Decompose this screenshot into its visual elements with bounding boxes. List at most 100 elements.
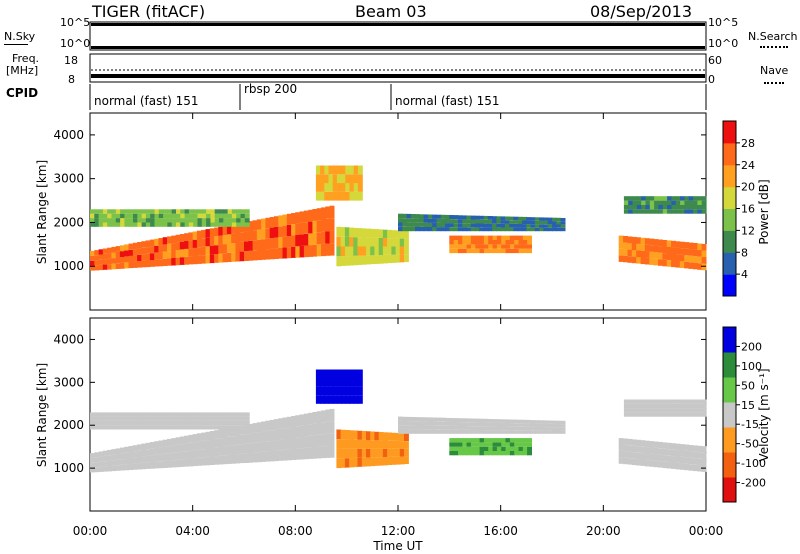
echo-cell xyxy=(90,453,95,458)
echo-cell xyxy=(658,259,663,266)
echo-cell xyxy=(222,225,228,235)
echo-cell xyxy=(357,430,363,440)
echo-cell xyxy=(623,403,629,409)
echo-cell xyxy=(171,452,177,460)
echo-cell xyxy=(171,222,177,227)
echo-cell xyxy=(662,196,668,201)
echo-cell xyxy=(688,255,694,263)
echo-cell xyxy=(329,421,335,434)
echo-cell xyxy=(141,241,147,248)
echo-cell xyxy=(500,419,506,423)
echo-cell xyxy=(671,412,677,417)
echo-cell xyxy=(107,264,112,270)
echo-cell xyxy=(111,416,117,421)
echo-cell xyxy=(94,255,100,261)
echo-cell xyxy=(402,429,408,434)
echo-cell xyxy=(475,438,481,443)
echo-cell xyxy=(328,386,334,396)
echo-cell xyxy=(530,220,536,225)
colorbar-swatch xyxy=(723,208,736,231)
echo-cell xyxy=(654,412,659,417)
echo-cell xyxy=(470,422,476,427)
echo-cell xyxy=(382,448,388,458)
colorbar-tick-label: 100 xyxy=(741,360,762,373)
echo-cell xyxy=(132,451,138,458)
echo-cell xyxy=(662,209,668,214)
echo-cell xyxy=(175,452,181,460)
echo-cell xyxy=(226,454,232,464)
echo-cell xyxy=(361,448,367,458)
echo-cell xyxy=(102,253,108,260)
echo-cell xyxy=(102,461,108,467)
echo-cell xyxy=(340,256,346,266)
echo-cell xyxy=(90,425,95,430)
echo-cell xyxy=(423,218,429,223)
echo-cell xyxy=(226,243,232,253)
echo-cell xyxy=(278,429,284,440)
echo-cell xyxy=(154,425,160,430)
echo-cell xyxy=(353,378,359,387)
echo-cell xyxy=(179,241,185,250)
echo-cell xyxy=(299,425,305,437)
echo-cell xyxy=(395,433,401,441)
echo-cell xyxy=(449,451,455,456)
echo-cell xyxy=(226,436,232,446)
echo-cell xyxy=(483,227,489,232)
echo-cell xyxy=(505,244,511,249)
echo-cell xyxy=(299,234,305,246)
echo-cell xyxy=(265,228,271,239)
echo-cell xyxy=(171,416,177,421)
echo-cell xyxy=(188,218,194,223)
echo-cell xyxy=(645,408,651,413)
echo-cell xyxy=(488,240,494,245)
echo-cell xyxy=(336,183,342,192)
echo-cell xyxy=(321,446,326,459)
echo-cell xyxy=(236,425,242,430)
colorbar-tick-label: 24 xyxy=(741,159,755,172)
echo-cell xyxy=(102,259,108,265)
echo-cell xyxy=(107,425,113,430)
echo-cell xyxy=(658,239,663,247)
echo-cell xyxy=(675,209,681,214)
echo-cell xyxy=(374,440,380,449)
echo-cell xyxy=(141,456,147,463)
echo-cell xyxy=(675,399,681,404)
echo-cell xyxy=(479,240,485,245)
echo-cell xyxy=(462,223,468,228)
echo-cell xyxy=(278,418,284,429)
echo-cell xyxy=(353,255,359,266)
echo-cell xyxy=(645,200,651,205)
noise-sky-trace xyxy=(91,46,705,49)
echo-cell xyxy=(492,216,497,220)
echo-cell xyxy=(492,438,498,443)
echo-cell xyxy=(479,219,485,224)
echo-cell xyxy=(466,240,472,245)
echo-cell xyxy=(522,224,527,228)
echo-cell xyxy=(154,412,160,417)
echo-cell xyxy=(653,454,659,461)
echo-cell xyxy=(158,412,164,417)
echo-cell xyxy=(496,244,502,249)
echo-cell xyxy=(219,218,224,223)
echo-cell xyxy=(231,445,237,455)
echo-cell xyxy=(366,440,371,449)
echo-cell xyxy=(218,244,224,254)
echo-cell xyxy=(102,416,108,421)
echo-cell xyxy=(693,196,698,201)
echo-cell xyxy=(527,451,532,456)
echo-cell xyxy=(175,444,181,453)
echo-cell xyxy=(658,204,664,210)
echo-cell xyxy=(214,218,220,223)
echo-cell xyxy=(649,399,655,404)
echo-cell xyxy=(632,412,638,417)
echo-cell xyxy=(671,254,676,261)
echo-cell xyxy=(336,191,342,201)
echo-cell xyxy=(649,441,655,448)
echo-cell xyxy=(636,403,642,409)
echo-cell xyxy=(453,235,459,240)
echo-cell xyxy=(336,174,342,184)
echo-cell xyxy=(378,246,384,256)
echo-cell xyxy=(261,218,266,229)
y-tick-label: 3000 xyxy=(53,172,84,186)
echo-cell xyxy=(688,445,694,452)
